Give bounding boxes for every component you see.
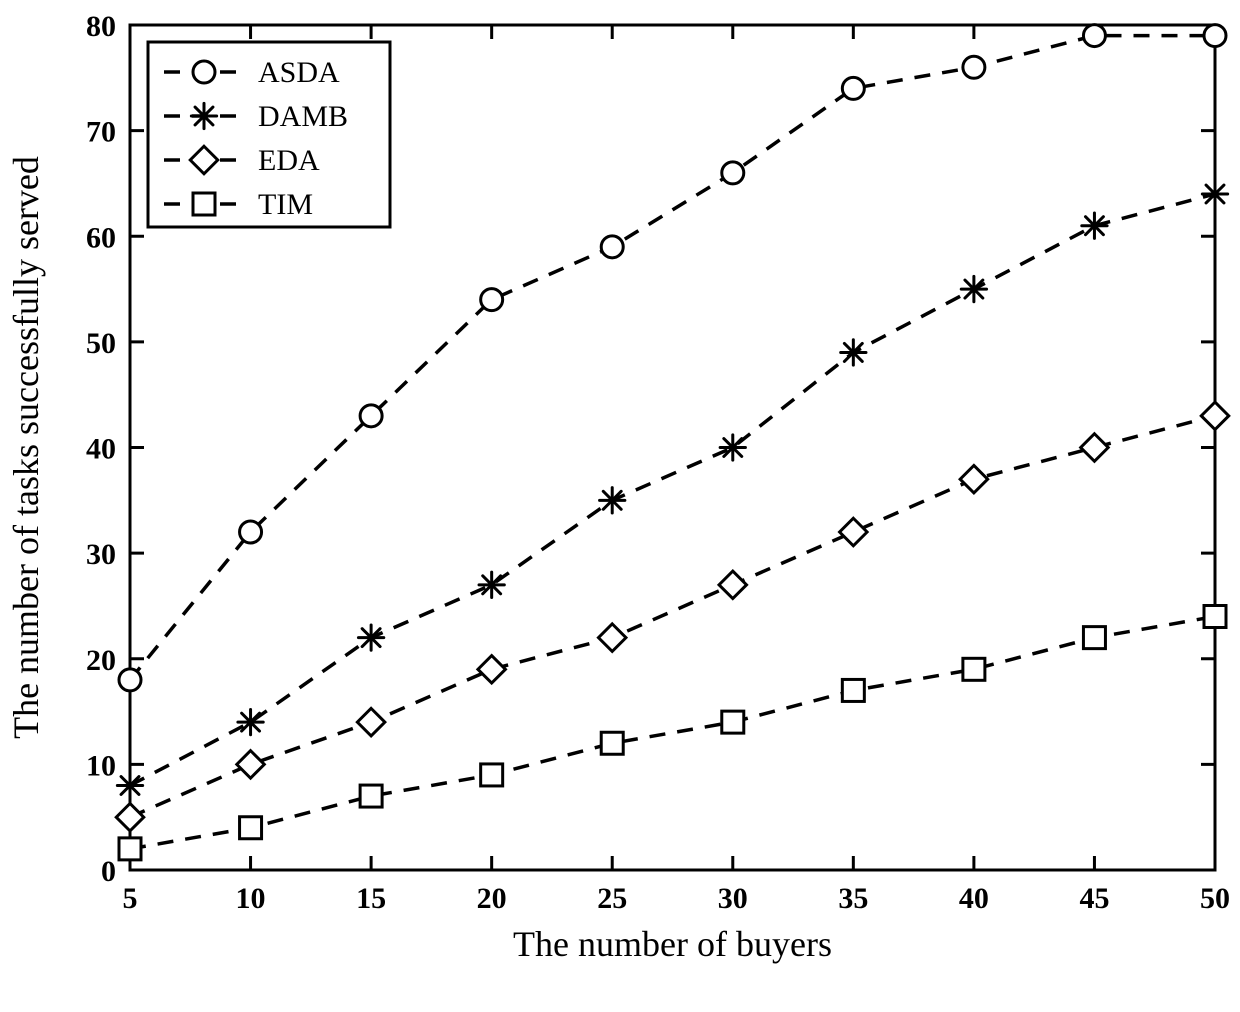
svg-text:10: 10 [86, 749, 116, 782]
svg-text:0: 0 [101, 855, 116, 888]
svg-text:15: 15 [356, 882, 386, 915]
legend-label: ASDA [258, 56, 340, 89]
svg-text:60: 60 [86, 221, 116, 254]
legend: ASDA DAMB EDA TIM [148, 42, 390, 227]
legend-label: TIM [258, 188, 313, 221]
svg-text:5: 5 [123, 882, 138, 915]
svg-text:50: 50 [86, 327, 116, 360]
svg-text:The number of tasks successful: The number of tasks successfully served [6, 156, 46, 739]
svg-text:30: 30 [86, 538, 116, 571]
legend-label: DAMB [258, 100, 348, 133]
chart-container: 5 10 15 20 25 30 35 40 45 50 0 10 20 30 40 50 60 70 80 The … [0, 0, 1240, 1012]
svg-text:45: 45 [1079, 882, 1109, 915]
svg-text:30: 30 [718, 882, 748, 915]
line-chart: 5 10 15 20 25 30 35 40 45 50 0 10 20 30 40 50 60 70 80 The … [0, 0, 1240, 1012]
legend-label: EDA [258, 144, 320, 177]
svg-text:40: 40 [86, 433, 116, 466]
svg-text:80: 80 [86, 10, 116, 43]
svg-text:40: 40 [959, 882, 989, 915]
svg-text:50: 50 [1200, 882, 1230, 915]
svg-text:20: 20 [477, 882, 507, 915]
svg-text:20: 20 [86, 644, 116, 677]
svg-text:The number of buyers: The number of buyers [513, 924, 832, 964]
svg-text:25: 25 [597, 882, 627, 915]
svg-text:10: 10 [236, 882, 266, 915]
svg-text:70: 70 [86, 116, 116, 149]
svg-text:35: 35 [838, 882, 868, 915]
